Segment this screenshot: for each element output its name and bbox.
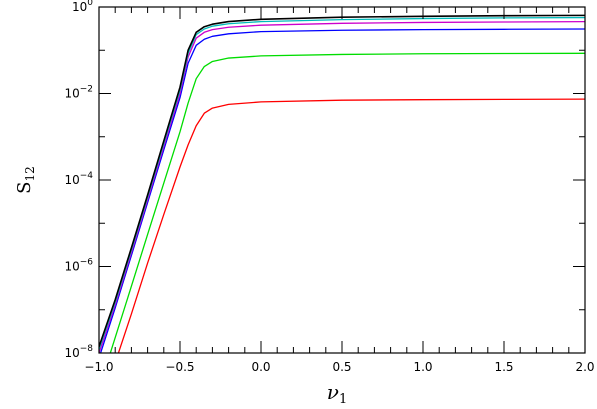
y-axis-subscript: 12 <box>23 166 37 181</box>
y-tick-label: 10−2 <box>64 85 93 101</box>
x-tick-label: −1.0 <box>84 360 113 374</box>
x-tick-label: 1.0 <box>413 360 432 374</box>
series-line-2 <box>109 52 585 353</box>
y-tick-label: 100 <box>72 0 93 14</box>
series-line-3 <box>100 28 585 353</box>
y-axis-title: S12 <box>14 166 37 194</box>
y-axis-symbol: S <box>14 181 35 193</box>
x-axis-title: ν1 <box>327 380 347 407</box>
x-tick-label: 2.0 <box>575 360 594 374</box>
series-line-4 <box>99 20 585 353</box>
x-tick-label: 1.5 <box>494 360 513 374</box>
x-axis-subscript: 1 <box>339 392 347 407</box>
series-line-6 <box>99 14 585 347</box>
x-tick-label: 0.0 <box>251 360 270 374</box>
plot-frame <box>98 6 586 354</box>
series-layer <box>99 14 585 353</box>
x-tick-label: −0.5 <box>165 360 194 374</box>
x-tick-label: 0.5 <box>332 360 351 374</box>
y-tick-label: 10−6 <box>64 258 93 274</box>
ticks-layer <box>98 6 586 354</box>
x-axis-symbol: ν <box>327 380 339 404</box>
series-line-1 <box>117 98 585 353</box>
tick-labels: −1.0 −0.5 0.0 0.5 1.0 1.5 2.0 10−8 10−6 10−4 10−2 1… <box>64 0 594 374</box>
y-tick-label: 10−4 <box>64 171 93 187</box>
series-line-5 <box>99 16 585 350</box>
y-tick-label: 10−8 <box>64 344 93 360</box>
